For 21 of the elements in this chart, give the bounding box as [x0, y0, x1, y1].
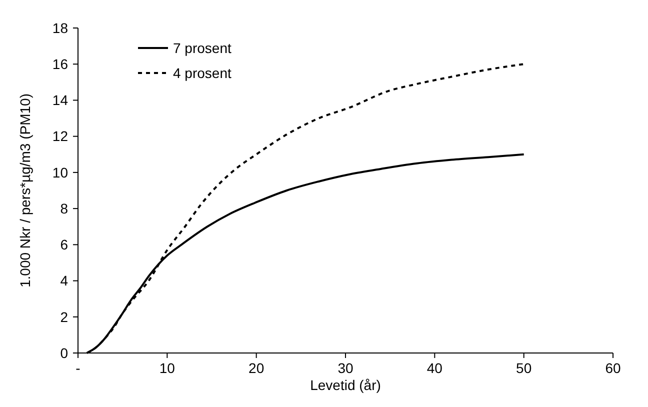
y-tick-label: 14 — [52, 92, 68, 108]
x-tick-label: 20 — [248, 360, 264, 376]
y-tick-label: 4 — [60, 272, 68, 289]
x-tick-label: 60 — [605, 360, 621, 376]
y-tick-label: 2 — [60, 308, 68, 325]
x-tick-label: 50 — [516, 360, 532, 376]
y-tick-label: 12 — [52, 128, 68, 144]
y-tick-label: 16 — [52, 56, 68, 72]
y-tick-label: 8 — [60, 200, 68, 216]
x-tick-label: 10 — [159, 360, 176, 376]
x-tick-label: 40 — [426, 360, 443, 376]
y-tick-label: 10 — [52, 164, 68, 180]
y-tick-label: 0 — [60, 344, 68, 361]
x-axis-title: Levetid (år) — [310, 377, 381, 393]
y-axis-title: 1.000 Nkr / pers*µg/m3 (PM10) — [17, 93, 33, 288]
y-tick-label: 6 — [60, 236, 68, 253]
legend-label: 4 prosent — [173, 64, 232, 81]
x-tick-label: - — [76, 360, 81, 376]
legend-label: 7 prosent — [173, 40, 232, 56]
y-tick-label: 18 — [52, 20, 68, 36]
x-tick-label: 30 — [338, 360, 354, 376]
